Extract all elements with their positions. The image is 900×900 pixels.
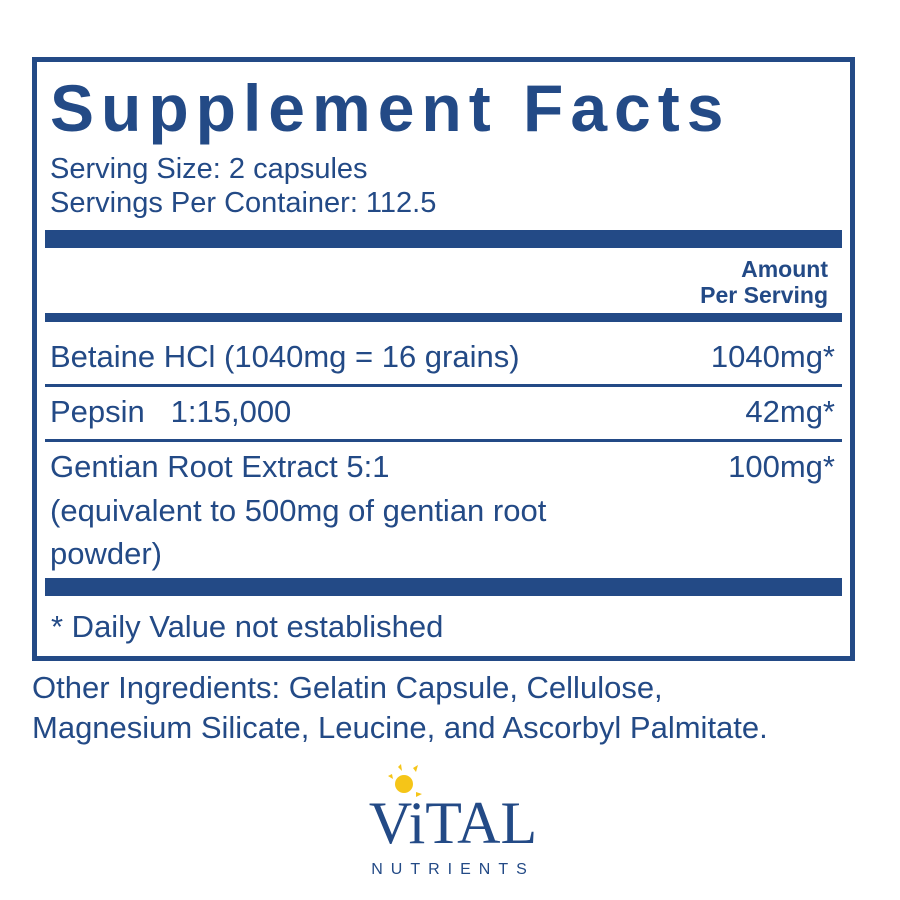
medium-divider <box>45 313 842 322</box>
thick-divider <box>45 578 842 596</box>
supplement-facts-panel: Supplement Facts Serving Size: 2 capsule… <box>32 57 855 661</box>
ingredient-amount: 100mg* <box>728 449 835 484</box>
other-ingredients-line2: Magnesium Silicate, Leucine, and Ascorby… <box>32 710 768 745</box>
ingredient-name-line2: (equivalent to 500mg of gentian root <box>50 493 547 528</box>
panel-title: Supplement Facts <box>50 71 731 145</box>
ingredient-amount: 1040mg* <box>710 339 835 374</box>
row-divider <box>45 439 842 442</box>
ingredient-name-line3: powder) <box>50 536 162 571</box>
serving-size: Serving Size: 2 capsules <box>50 153 368 185</box>
header-line: Amount <box>741 256 828 282</box>
servings-per-container: Servings Per Container: 112.5 <box>50 187 437 219</box>
footnote: * Daily Value not established <box>51 609 444 644</box>
logo-word: ViTAL <box>368 790 538 856</box>
other-ingredients: Other Ingredients: Gelatin Capsule, Cell… <box>32 670 663 705</box>
ingredient-name: Gentian Root Extract 5:1 <box>50 449 390 484</box>
ingredient-name: Pepsin 1:15,000 <box>50 394 292 429</box>
ingredient-name: Betaine HCl (1040mg = 16 grains) <box>50 339 520 374</box>
logo-subtitle: NUTRIENTS <box>371 861 535 878</box>
ingredient-amount: 42mg* <box>745 394 835 429</box>
thick-divider <box>45 230 842 248</box>
column-header-amount: Amount Per Serving <box>700 256 828 308</box>
sun-icon <box>388 764 422 797</box>
header-line: Per Serving <box>700 282 828 308</box>
row-divider <box>45 384 842 387</box>
